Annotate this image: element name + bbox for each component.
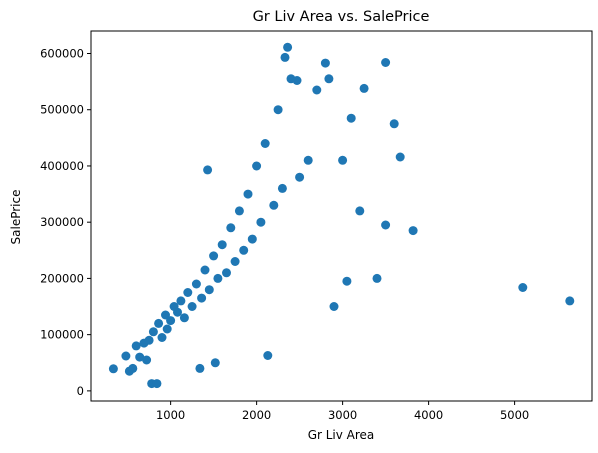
- data-point-53: [312, 85, 322, 95]
- data-point-19: [176, 296, 186, 306]
- plot-frame: [90, 30, 593, 402]
- x-axis-label: Gr Liv Area: [308, 428, 375, 442]
- data-point-67: [408, 226, 418, 236]
- data-point-38: [243, 189, 253, 199]
- data-point-51: [295, 172, 305, 182]
- x-tick-label: 1000: [156, 408, 185, 422]
- data-point-0: [108, 364, 118, 374]
- data-point-33: [222, 268, 231, 278]
- data-point-62: [372, 273, 382, 283]
- data-point-44: [269, 200, 279, 210]
- data-point-12: [154, 318, 164, 328]
- data-point-10: [148, 327, 158, 337]
- data-point-35: [230, 257, 240, 266]
- y-tick-label: 600000: [40, 46, 84, 60]
- data-point-65: [389, 119, 399, 129]
- x-tick-label: 3000: [328, 408, 357, 422]
- data-point-64: [381, 220, 391, 230]
- data-point-54: [320, 58, 330, 68]
- data-point-7: [142, 355, 152, 365]
- data-point-26: [200, 265, 210, 275]
- y-tick-label: 300000: [40, 215, 84, 229]
- data-point-46: [277, 183, 287, 193]
- y-tick-label: 100000: [40, 328, 84, 342]
- data-point-41: [256, 217, 266, 227]
- data-point-32: [217, 240, 227, 250]
- points-layer: [108, 42, 575, 389]
- data-point-28: [204, 285, 214, 295]
- x-tick-label: 5000: [500, 408, 529, 422]
- data-point-1: [121, 351, 131, 361]
- data-point-8: [144, 335, 154, 345]
- y-tick-label: 0: [77, 384, 84, 398]
- data-point-47: [280, 52, 290, 62]
- data-point-34: [226, 223, 236, 233]
- data-point-68: [518, 283, 528, 292]
- y-axis-label: SalePrice: [9, 190, 23, 245]
- y-tick-label: 400000: [40, 159, 84, 173]
- data-point-45: [273, 105, 283, 115]
- data-point-36: [234, 206, 244, 216]
- data-point-11: [152, 379, 162, 389]
- x-tick-label: 2000: [242, 408, 271, 422]
- data-point-59: [346, 113, 356, 123]
- data-point-31: [213, 273, 223, 283]
- data-point-20: [179, 313, 189, 323]
- data-point-43: [263, 351, 273, 360]
- data-point-18: [173, 307, 182, 317]
- data-point-3: [128, 363, 138, 373]
- data-point-29: [209, 251, 219, 261]
- data-point-58: [342, 276, 352, 286]
- chart-title: Gr Liv Area vs. SalePrice: [253, 9, 430, 25]
- data-point-23: [191, 279, 201, 289]
- data-point-13: [157, 333, 167, 342]
- data-point-25: [197, 293, 207, 303]
- data-point-22: [187, 302, 197, 311]
- data-point-4: [131, 341, 141, 351]
- data-point-69: [565, 296, 575, 306]
- data-point-16: [166, 316, 176, 326]
- data-point-24: [195, 363, 205, 373]
- data-point-21: [183, 288, 193, 297]
- data-point-61: [359, 83, 369, 93]
- y-tick-label: 500000: [40, 103, 84, 117]
- data-point-60: [355, 206, 365, 216]
- data-point-63: [381, 58, 391, 67]
- data-point-5: [135, 352, 145, 362]
- data-point-66: [395, 152, 405, 162]
- x-tick-label: 4000: [414, 408, 443, 422]
- y-tick-label: 200000: [40, 271, 84, 285]
- data-point-39: [247, 234, 257, 244]
- data-point-27: [203, 165, 213, 175]
- data-point-48: [283, 42, 293, 52]
- data-point-37: [239, 245, 249, 255]
- data-point-56: [329, 302, 339, 311]
- data-point-52: [303, 155, 313, 165]
- data-point-15: [162, 324, 172, 334]
- data-point-40: [252, 161, 262, 171]
- x-axis: 1000 2000 3000 4000 5000: [156, 401, 529, 422]
- data-point-55: [324, 74, 334, 84]
- data-point-42: [260, 139, 270, 148]
- y-axis: 0 100000 200000 300000 400000 500000 600000: [40, 46, 91, 398]
- data-point-30: [210, 358, 220, 368]
- data-point-50: [292, 76, 302, 85]
- data-point-57: [338, 155, 348, 165]
